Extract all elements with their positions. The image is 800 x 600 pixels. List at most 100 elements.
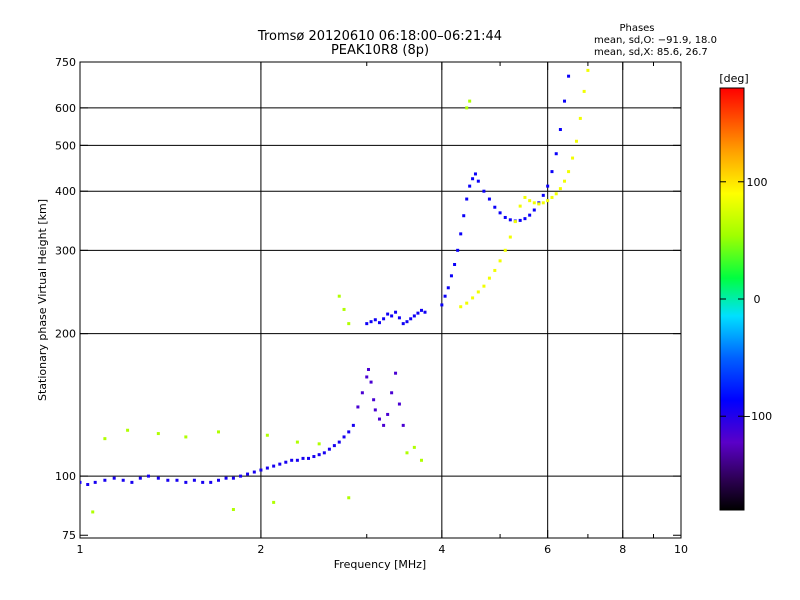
data-point <box>382 423 386 427</box>
data-point <box>574 139 578 143</box>
data-point <box>332 444 336 448</box>
data-point <box>342 307 346 311</box>
data-point <box>546 184 550 188</box>
data-point <box>397 402 401 406</box>
data-point <box>166 478 170 482</box>
data-point <box>397 316 401 320</box>
y-tick-label: 400 <box>55 185 76 198</box>
data-point <box>523 217 527 221</box>
data-point <box>554 192 558 196</box>
data-point <box>365 375 369 379</box>
data-point <box>231 508 235 512</box>
data-point <box>476 179 480 183</box>
data-point <box>231 476 235 480</box>
data-point <box>528 199 532 203</box>
data-point <box>372 398 376 402</box>
data-point <box>468 184 472 188</box>
data-point <box>528 213 532 217</box>
data-point <box>272 464 276 468</box>
data-point <box>554 152 558 156</box>
data-point <box>337 294 341 298</box>
data-point <box>508 235 512 239</box>
data-point <box>295 458 299 462</box>
data-point <box>416 311 420 315</box>
x-tick-label: 4 <box>438 543 445 556</box>
data-point <box>537 202 541 206</box>
data-point <box>412 445 416 449</box>
data-point <box>126 428 130 432</box>
data-point <box>390 391 394 395</box>
data-point <box>446 286 450 290</box>
data-point <box>252 470 256 474</box>
data-point <box>449 274 453 278</box>
data-point <box>175 478 179 482</box>
data-point <box>468 99 472 103</box>
data-point <box>216 430 220 434</box>
data-point <box>386 312 390 316</box>
data-point <box>265 433 269 437</box>
data-point <box>365 322 369 326</box>
data-point <box>112 476 116 480</box>
y-axis-label: Stationary phase Virtual Height [km] <box>36 199 49 401</box>
data-point <box>382 317 386 321</box>
data-point <box>322 451 326 455</box>
data-point <box>459 232 463 236</box>
data-point <box>146 474 150 478</box>
data-point <box>394 310 398 314</box>
data-point <box>550 170 554 174</box>
colorbar-tick-label: 0 <box>754 293 761 306</box>
colorbar-tick-label: −100 <box>742 410 772 423</box>
data-point <box>369 320 373 324</box>
data-point <box>546 199 550 203</box>
data-point <box>567 170 571 174</box>
data-point <box>578 116 582 120</box>
data-point <box>471 177 475 181</box>
data-point <box>582 89 586 93</box>
data-point <box>103 478 107 482</box>
data-point <box>550 195 554 199</box>
data-point <box>462 214 466 218</box>
data-point <box>405 451 409 455</box>
data-point <box>443 294 447 298</box>
chart-subtitle: PEAK10R8 (8p) <box>331 43 429 58</box>
data-point <box>498 211 502 215</box>
chart-title: Tromsø 20120610 06:18:00–06:21:44 <box>257 29 502 44</box>
data-point <box>465 197 469 201</box>
data-point <box>342 435 346 439</box>
data-point <box>440 303 444 307</box>
data-point <box>284 460 288 464</box>
data-point <box>508 218 512 222</box>
data-point <box>513 220 517 224</box>
y-tick-label: 75 <box>62 529 76 542</box>
data-point <box>503 215 507 219</box>
colorbar-label: [deg] <box>719 72 748 85</box>
data-point <box>567 74 571 78</box>
data-point <box>401 322 405 326</box>
x-tick-label: 6 <box>544 543 551 556</box>
data-point <box>265 466 269 470</box>
phases-o-line: mean, sd,O: −91.9, 18.0 <box>594 35 717 46</box>
data-point <box>571 156 575 160</box>
data-points <box>80 68 590 514</box>
data-point <box>453 263 457 267</box>
data-point <box>456 248 460 252</box>
data-point <box>465 301 469 305</box>
colorbar-ticks: 100 0 −100 <box>720 176 772 423</box>
data-point <box>366 367 370 371</box>
data-point <box>369 380 373 384</box>
colorbar-tick-label: 100 <box>747 176 768 189</box>
data-point <box>201 480 205 484</box>
data-point <box>377 321 381 325</box>
data-point <box>246 472 250 476</box>
data-point <box>409 317 413 321</box>
data-point <box>351 423 355 427</box>
data-point <box>541 201 545 205</box>
data-point <box>356 405 360 409</box>
data-point <box>493 268 497 272</box>
data-point <box>80 480 82 484</box>
data-point <box>473 172 477 176</box>
x-axis-label: Frequency [MHz] <box>334 558 426 571</box>
grid-lines <box>80 62 681 538</box>
data-point <box>394 371 398 375</box>
data-point <box>337 440 341 444</box>
